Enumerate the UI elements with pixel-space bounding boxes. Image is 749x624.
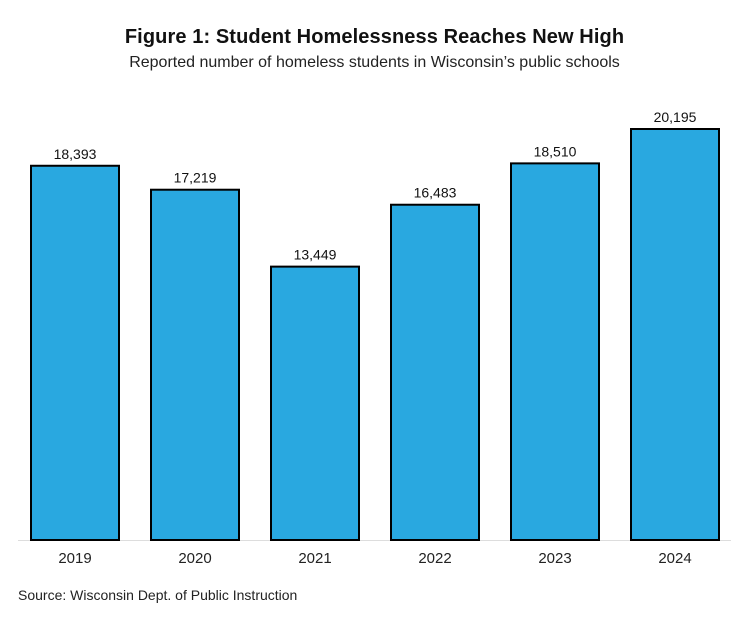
x-tick-label: 2020 bbox=[178, 550, 211, 567]
data-label: 13,449 bbox=[294, 247, 337, 263]
chart-title: Figure 1: Student Homelessness Reaches N… bbox=[124, 26, 625, 48]
bar bbox=[30, 164, 120, 541]
data-label: 18,510 bbox=[534, 143, 577, 159]
bar bbox=[510, 162, 600, 542]
source-note: Source: Wisconsin Dept. of Public Instru… bbox=[18, 587, 298, 603]
data-label: 18,393 bbox=[54, 146, 97, 162]
bar bbox=[150, 188, 240, 541]
data-label: 20,195 bbox=[654, 109, 697, 125]
bar bbox=[390, 203, 480, 541]
chart-subtitle: Reported number of homeless students in … bbox=[129, 54, 620, 71]
x-tick-label: 2019 bbox=[58, 550, 91, 567]
bar bbox=[270, 265, 360, 541]
x-tick-label: 2024 bbox=[658, 550, 691, 567]
x-tick-label: 2021 bbox=[298, 550, 331, 567]
x-tick-label: 2023 bbox=[538, 550, 571, 567]
bar bbox=[630, 128, 720, 541]
data-label: 17,219 bbox=[174, 170, 217, 186]
data-label: 16,483 bbox=[414, 185, 457, 201]
x-tick-label: 2022 bbox=[418, 550, 451, 567]
